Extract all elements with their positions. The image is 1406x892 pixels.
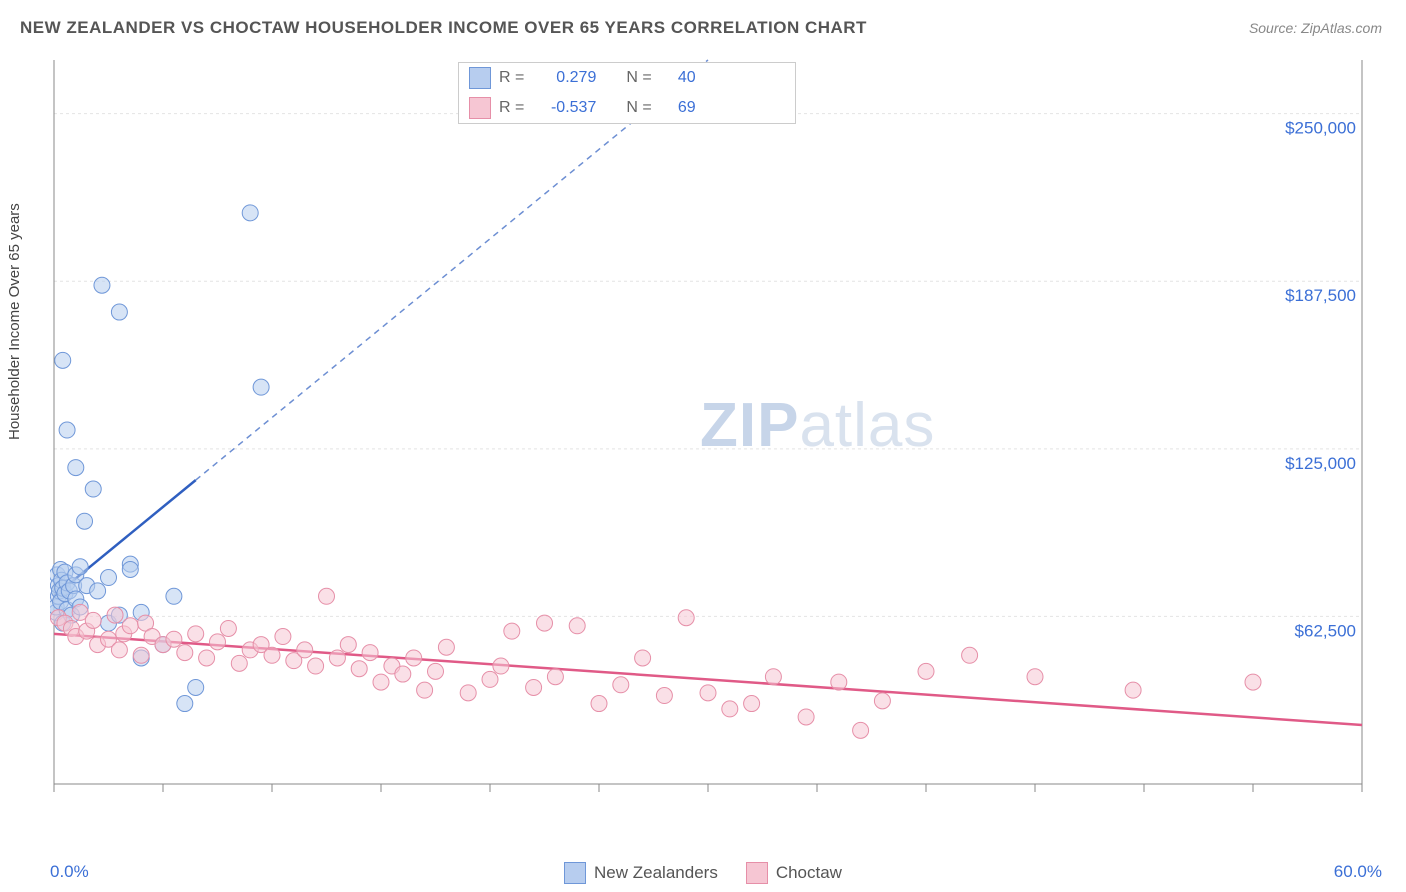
legend-n-value: 40: [660, 69, 696, 87]
legend-label-choctaw: Choctaw: [776, 863, 842, 883]
svg-text:$250,000: $250,000: [1285, 119, 1356, 138]
y-axis-label: Householder Income Over 65 years: [6, 203, 23, 440]
legend-row-choctaw: R = -0.537 N = 69: [459, 93, 795, 123]
svg-text:$62,500: $62,500: [1295, 621, 1356, 640]
legend-n-label: N =: [626, 99, 651, 117]
legend-item-nz: New Zealanders: [564, 862, 718, 884]
svg-text:$125,000: $125,000: [1285, 454, 1356, 473]
legend-swatch-nz: [469, 67, 491, 89]
legend-series: New Zealanders Choctaw: [0, 862, 1406, 884]
source-attribution: Source: ZipAtlas.com: [1249, 20, 1382, 36]
legend-r-value: 0.279: [532, 69, 596, 87]
legend-swatch-choctaw-bottom: [746, 862, 768, 884]
legend-n-label: N =: [626, 69, 651, 87]
svg-text:$187,500: $187,500: [1285, 286, 1356, 305]
watermark-rest: atlas: [799, 391, 935, 460]
chart-title: NEW ZEALANDER VS CHOCTAW HOUSEHOLDER INC…: [20, 18, 867, 38]
legend-swatch-choctaw: [469, 97, 491, 119]
legend-correlation: R = 0.279 N = 40 R = -0.537 N = 69: [458, 62, 796, 124]
legend-label-nz: New Zealanders: [594, 863, 718, 883]
legend-r-value: -0.537: [532, 99, 596, 117]
legend-r-label: R =: [499, 99, 524, 117]
watermark-bold: ZIP: [700, 391, 799, 460]
legend-n-value: 69: [660, 99, 696, 117]
legend-item-choctaw: Choctaw: [746, 862, 842, 884]
legend-row-nz: R = 0.279 N = 40: [459, 63, 795, 93]
legend-r-label: R =: [499, 69, 524, 87]
legend-swatch-nz-bottom: [564, 862, 586, 884]
watermark: ZIPatlas: [700, 390, 935, 461]
